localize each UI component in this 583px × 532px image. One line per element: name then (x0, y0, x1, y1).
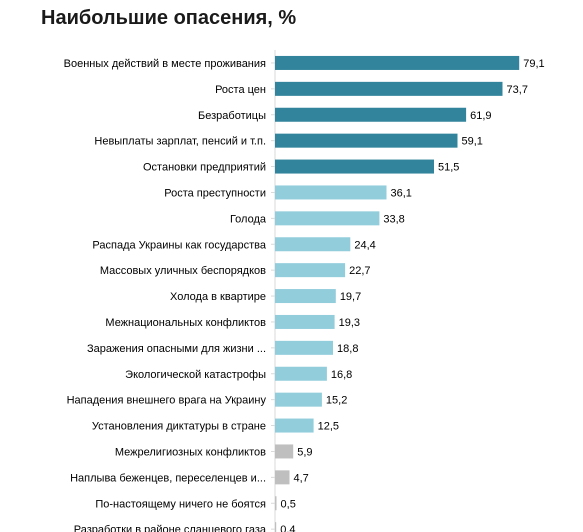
value-label: 19,3 (339, 317, 360, 329)
bar (275, 185, 387, 200)
value-label: 24,4 (354, 239, 375, 251)
bar (275, 263, 346, 278)
value-label: 19,7 (340, 291, 361, 303)
bar (275, 470, 290, 485)
category-label: Установления диктатуры в стране (92, 421, 266, 433)
category-label: Нападения внешнего врага на Украину (67, 395, 267, 407)
bar (275, 366, 327, 381)
value-label: 12,5 (318, 421, 339, 433)
bar (275, 444, 294, 459)
bar (275, 340, 333, 355)
value-label: 36,1 (390, 187, 411, 199)
category-label: Заражения опасными для жизни ... (87, 343, 266, 355)
category-label: Голода (230, 213, 267, 225)
category-label: Межнациональных конфликтов (105, 317, 266, 329)
value-label: 61,9 (470, 110, 491, 122)
value-label: 16,8 (331, 369, 352, 381)
category-label: По-настоящему ничего не боятся (95, 498, 266, 510)
category-label: Остановки предприятий (143, 162, 266, 174)
bar (275, 211, 380, 226)
value-label: 18,8 (337, 343, 358, 355)
category-label: Наплыва беженцев, переселенцев и... (70, 472, 266, 484)
category-label: Межрелигиозных конфликтов (115, 446, 266, 458)
category-label: Экологической катастрофы (125, 369, 266, 381)
value-label: 59,1 (461, 136, 482, 148)
bar (275, 289, 336, 304)
value-label: 0,4 (280, 524, 295, 532)
bar (275, 107, 467, 122)
value-label: 79,1 (523, 58, 544, 70)
value-label: 22,7 (349, 265, 370, 277)
category-label: Массовых уличных беспорядков (100, 265, 266, 277)
bar (275, 496, 277, 511)
bar (275, 418, 314, 433)
value-label: 0,5 (281, 498, 296, 510)
chart-title: Наибольшие опасения, % (41, 7, 297, 29)
bar (275, 81, 503, 96)
category-label: Безработицы (198, 110, 266, 122)
bar (275, 133, 458, 148)
category-label: Роста цен (215, 84, 266, 96)
bar (275, 55, 520, 70)
bar (275, 392, 322, 407)
bar (275, 314, 335, 329)
value-label: 4,7 (294, 472, 309, 484)
category-label: Роста преступности (164, 187, 266, 199)
category-label: Распада Украины как государства (92, 239, 266, 251)
category-label: Разработки в районе сланцевого газа (74, 524, 267, 532)
category-label: Холода в квартире (170, 291, 266, 303)
bar (275, 237, 351, 252)
value-label: 33,8 (383, 213, 404, 225)
bar (275, 522, 277, 532)
value-label: 51,5 (438, 162, 459, 174)
value-label: 15,2 (326, 395, 347, 407)
value-label: 73,7 (507, 84, 528, 96)
category-label: Военных действий в месте проживания (64, 58, 266, 70)
value-label: 5,9 (297, 446, 312, 458)
category-label: Невыплаты зарплат, пенсий и т.п. (94, 136, 266, 148)
bar (275, 159, 434, 174)
